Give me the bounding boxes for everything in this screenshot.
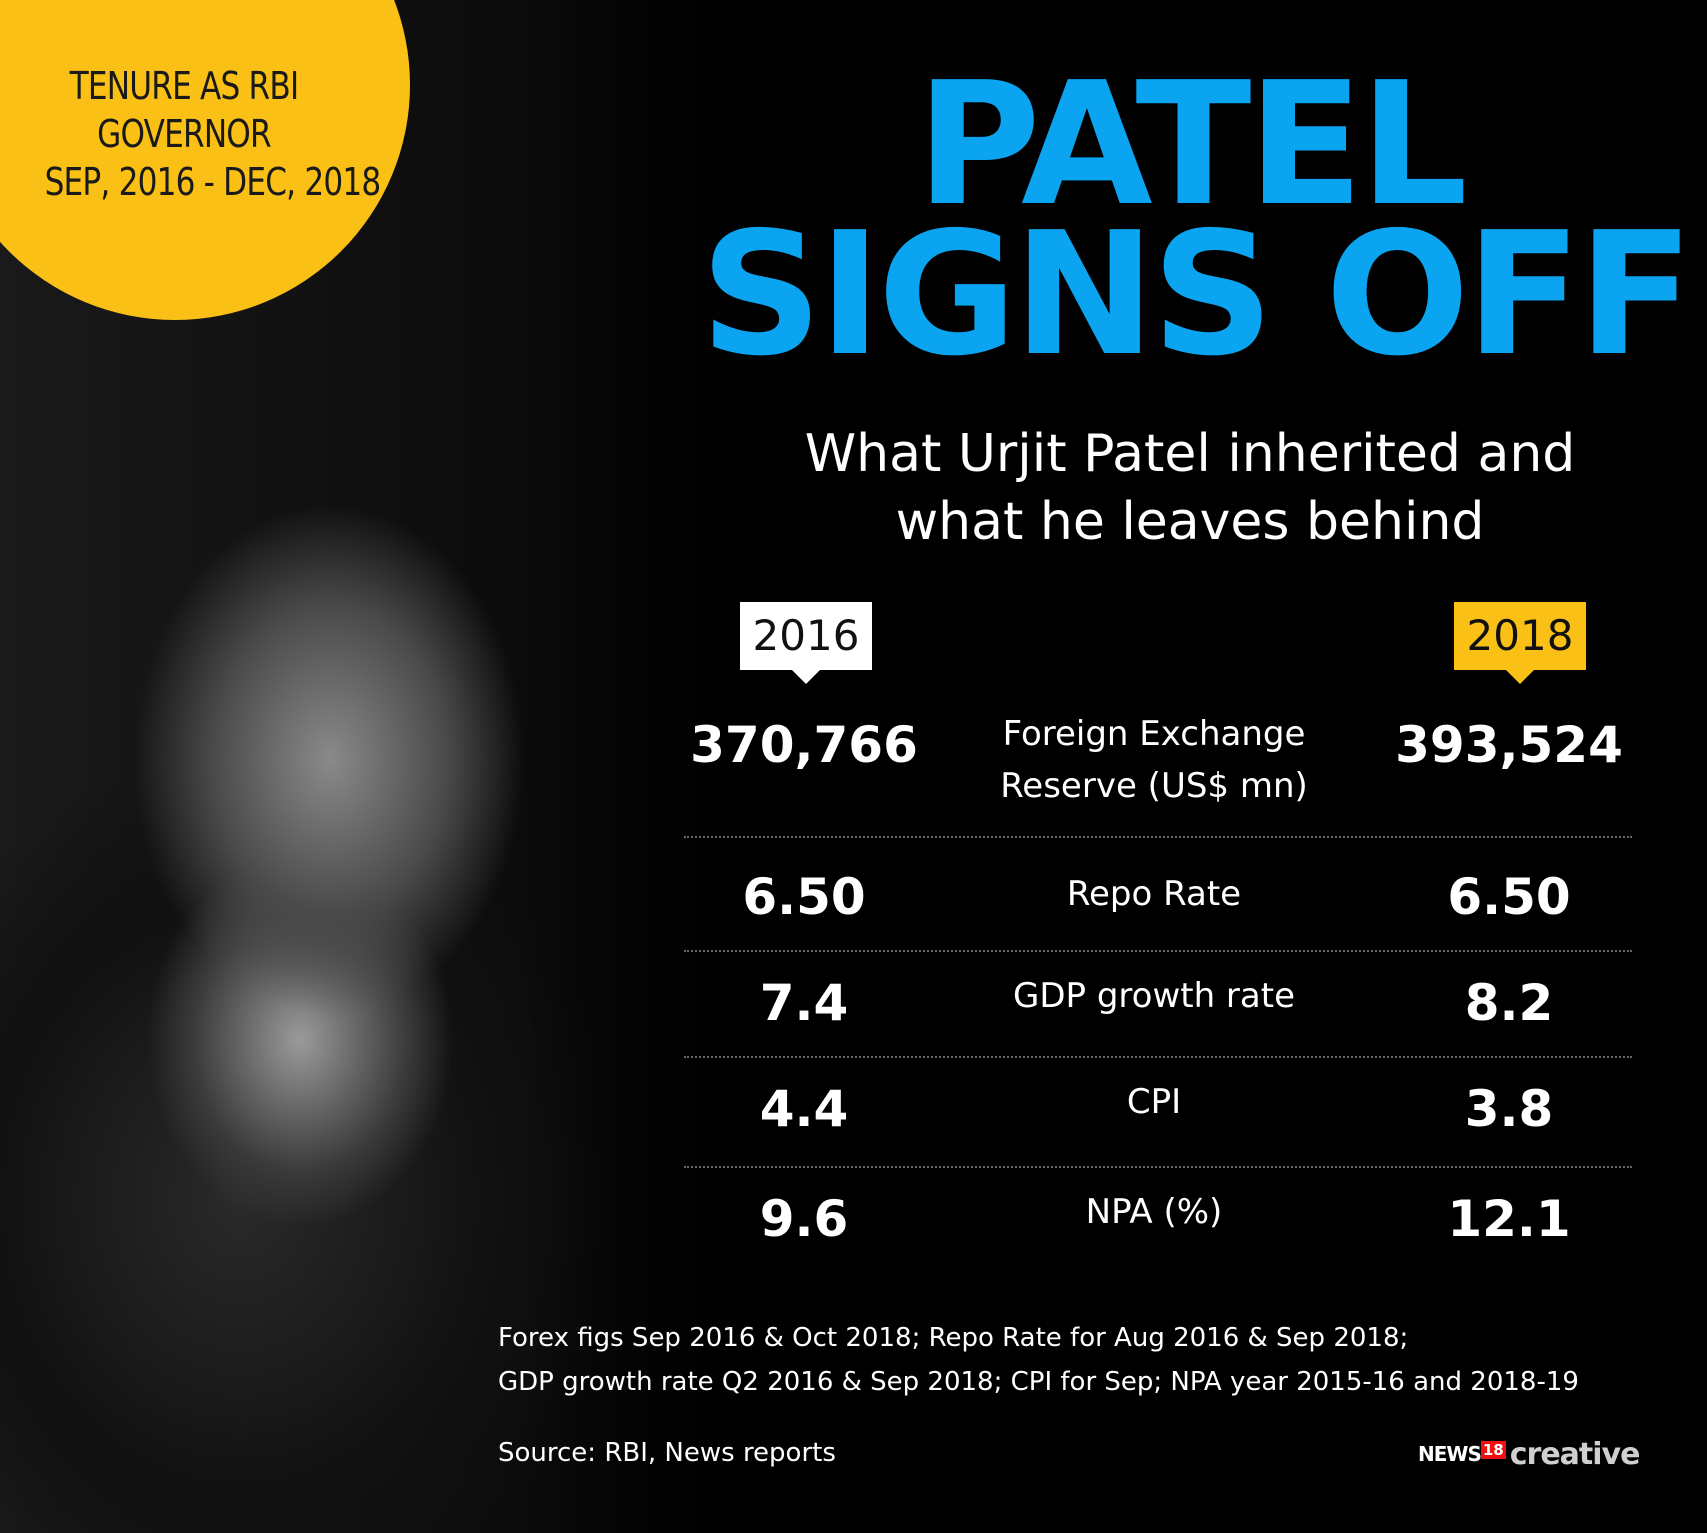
value-2018: 8.2 [1464,974,1554,1032]
photo-fade [520,0,820,1533]
footnotes: Forex figs Sep 2016 & Oct 2018; Repo Rat… [498,1316,1648,1404]
metric-label-line: Foreign Exchange [1002,714,1306,754]
row-divider [684,1166,1632,1168]
tenure-line: SEP, 2016 - DEC, 2018 [44,160,382,204]
value-2018: 12.1 [1447,1190,1571,1248]
value-2016: 370,766 [690,716,918,774]
table-row: 7.4 GDP growth rate 8.2 [684,964,1632,1044]
year-tag-2018: 2018 [1454,602,1586,684]
logo-18: 18 [1480,1441,1506,1459]
value-2016: 9.6 [759,1190,849,1248]
tenure-text: TENURE AS RBI GOVERNOR SEP, 2016 - DEC, … [44,62,382,206]
row-divider [684,836,1632,838]
value-2016: 7.4 [759,974,849,1032]
metric-label: NPA (%) [934,1186,1374,1238]
row-divider [684,1056,1632,1058]
tenure-line: GOVERNOR [97,112,272,156]
metric-label-line: GDP growth rate [1012,976,1295,1016]
metric-label-line: NPA (%) [1085,1192,1223,1232]
logo-news: NEWS [1418,1442,1482,1466]
footnote-line: Forex figs Sep 2016 & Oct 2018; Repo Rat… [498,1323,1409,1353]
metric-label: GDP growth rate [934,970,1374,1022]
logo-creative: creative [1509,1436,1641,1472]
table-row: 6.50 Repo Rate 6.50 [684,858,1632,938]
source-credit: Source: RBI, News reports [498,1438,836,1468]
metric-label: CPI [934,1076,1374,1128]
value-2016: 4.4 [759,1080,849,1138]
table-row: 9.6 NPA (%) 12.1 [684,1180,1632,1260]
year-tag-2016: 2016 [740,602,872,684]
metric-label-line: Reserve (US$ mn) [1000,766,1308,806]
metric-label-line: CPI [1126,1082,1182,1122]
value-2018: 6.50 [1447,868,1571,926]
value-2018: 3.8 [1464,1080,1554,1138]
metric-label-line: Repo Rate [1066,874,1242,914]
footnote-line: GDP growth rate Q2 2016 & Sep 2018; CPI … [498,1367,1579,1397]
value-2018: 393,524 [1395,716,1623,774]
headline: PATEL SIGNS OFF [700,46,1694,394]
subhead-line: What Urjit Patel inherited and [804,424,1576,484]
metric-label: Foreign Exchange Reserve (US$ mn) [934,708,1374,812]
table-row: 370,766 Foreign Exchange Reserve (US$ mn… [684,700,1632,820]
value-2016: 6.50 [742,868,866,926]
subhead-line: what he leaves behind [895,492,1485,552]
table-row: 4.4 CPI 3.8 [684,1070,1632,1150]
headline-line: PATEL [916,46,1468,244]
metric-label: Repo Rate [934,868,1374,920]
headline-line: SIGNS OFF [700,196,1694,394]
tenure-line: TENURE AS RBI [69,64,299,108]
news18-creative-logo: NEWS 18 creative [1418,1436,1641,1472]
subheadline: What Urjit Patel inherited and what he l… [720,420,1660,556]
row-divider [684,950,1632,952]
